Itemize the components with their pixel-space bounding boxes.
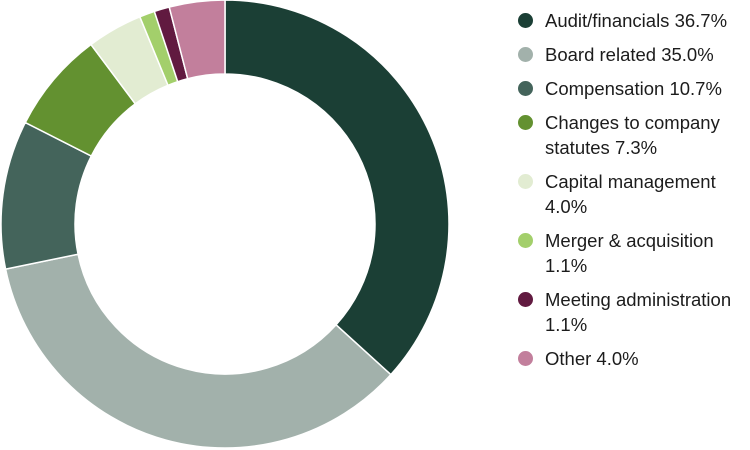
legend-swatch: [518, 292, 533, 307]
legend-value: 7.3%: [614, 137, 658, 158]
legend-label: Meeting administration: [545, 289, 732, 310]
legend-item-capital-management: Capital management 4.0%: [518, 169, 746, 219]
legend-label: Other: [545, 348, 592, 369]
legend-item-merger-acquisition: Merger & acquisition 1.1%: [518, 228, 746, 278]
legend-label: Capital management: [545, 171, 716, 192]
legend-value: 36.7%: [674, 10, 728, 31]
legend-item-board-related: Board related 35.0%: [518, 42, 746, 67]
legend-value: 35.0%: [661, 44, 714, 65]
legend-swatch: [518, 81, 533, 96]
legend-label: Merger & acquisition: [545, 230, 714, 251]
legend-label: Compensation: [545, 78, 665, 99]
legend-value: 4.0%: [596, 348, 639, 369]
legend-value: 1.1%: [545, 314, 588, 335]
legend-value: 10.7%: [669, 78, 722, 99]
legend-swatch: [518, 233, 533, 248]
legend-item-other: Other 4.0%: [518, 346, 746, 371]
legend-swatch: [518, 115, 533, 130]
legend-item-changes-to-company-statutes: Changes to company statutes 7.3%: [518, 110, 746, 160]
legend-item-audit-financials: Audit/financials 36.7%: [518, 8, 746, 33]
legend-value: 1.1%: [545, 255, 588, 276]
legend-label: Changes to company statutes: [545, 112, 720, 158]
donut-slice-audit-financials: [224, 0, 450, 376]
legend-value: 4.0%: [545, 196, 588, 217]
legend: Audit/financials 36.7% Board related 35.…: [518, 8, 746, 380]
legend-label: Audit/financials: [545, 10, 670, 31]
legend-swatch: [518, 13, 533, 28]
legend-swatch: [518, 351, 533, 366]
donut-slice-other: [168, 0, 226, 80]
legend-item-compensation: Compensation 10.7%: [518, 76, 746, 101]
legend-swatch: [518, 174, 533, 189]
legend-item-meeting-administration: Meeting administration 1.1%: [518, 287, 746, 337]
legend-swatch: [518, 47, 533, 62]
donut-slice-board-related: [4, 253, 392, 449]
legend-label: Board related: [545, 44, 657, 65]
